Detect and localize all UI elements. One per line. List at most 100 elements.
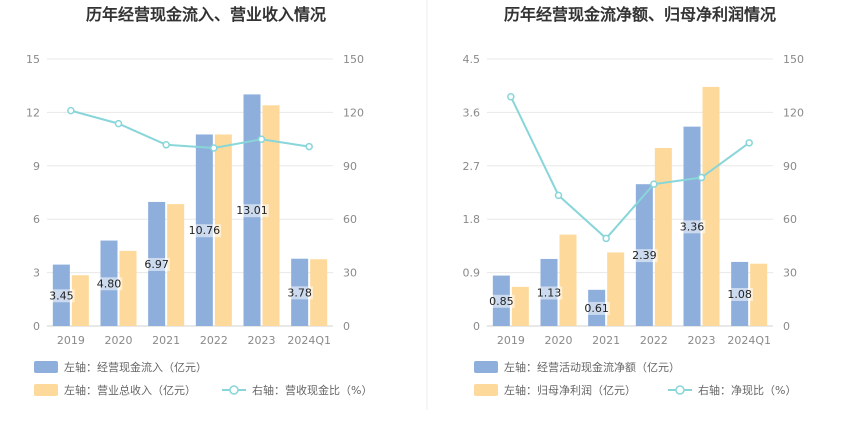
line-point bbox=[745, 139, 753, 147]
bar-data-label: 0.61 bbox=[584, 302, 609, 315]
left-axis-tick-label: 4.5 bbox=[463, 53, 481, 66]
right-axis-tick-label: 90 bbox=[343, 160, 357, 173]
line-point bbox=[257, 135, 266, 144]
right-axis-tick-label: 120 bbox=[343, 106, 364, 119]
legend-label-series-1: 左轴：经营活动现金流净额（亿元） bbox=[504, 360, 680, 374]
legend-label-series-3: 右轴：营收现金比（%） bbox=[252, 383, 372, 397]
x-axis-tick-label: 2021 bbox=[152, 334, 180, 347]
line-point bbox=[507, 92, 515, 101]
line-series-3 bbox=[509, 96, 750, 240]
legend-marker-series-3 bbox=[229, 385, 239, 395]
line-point bbox=[697, 173, 706, 182]
right-axis-tick-label: 60 bbox=[343, 213, 357, 226]
line-point bbox=[114, 119, 123, 128]
bar-series-2 bbox=[559, 234, 577, 326]
bar-data-label: 6.97 bbox=[144, 258, 169, 271]
bar-data-label-bg bbox=[488, 294, 515, 308]
left-axis-tick-label: 3.6 bbox=[463, 106, 481, 119]
left-axis-tick-label: 0 bbox=[473, 320, 480, 333]
left-axis-tick-label: 2.7 bbox=[463, 160, 481, 173]
bar-data-label-bg bbox=[726, 287, 753, 301]
bar-series-2 bbox=[214, 134, 232, 326]
right-axis-tick-label: 0 bbox=[783, 320, 790, 333]
left-axis-tick-label: 0.9 bbox=[463, 267, 481, 280]
left-axis-tick-label: 1.8 bbox=[463, 213, 481, 226]
legend-swatch-series-2 bbox=[34, 384, 58, 396]
legend-swatch-series-1 bbox=[34, 361, 58, 373]
x-axis-tick-label: 2020 bbox=[105, 334, 133, 347]
bar-data-label: 1.08 bbox=[727, 288, 752, 301]
line-point bbox=[210, 144, 218, 152]
bar-data-label-bg bbox=[95, 277, 123, 291]
legend-marker-series-3 bbox=[675, 385, 685, 395]
x-axis-tick-label: 2020 bbox=[545, 334, 573, 347]
bar-data-label-bg bbox=[235, 204, 269, 218]
left-axis-tick-label: 6 bbox=[33, 213, 40, 226]
line-series-3 bbox=[70, 109, 310, 150]
line-point bbox=[554, 191, 563, 200]
bar-data-label: 4.80 bbox=[97, 277, 122, 290]
left-axis-tick-label: 0 bbox=[33, 320, 40, 333]
bar-series-2 bbox=[654, 148, 672, 326]
bar-data-label: 3.36 bbox=[680, 220, 705, 233]
right-axis-tick-label: 150 bbox=[783, 53, 804, 66]
chart-left-panel: 历年经营现金流入、营业收入情况 036912150306090120150201… bbox=[26, 5, 372, 397]
chart-title: 历年经营现金流入、营业收入情况 bbox=[86, 5, 326, 24]
right-axis-tick-label: 120 bbox=[783, 106, 804, 119]
x-axis-tick-label: 2021 bbox=[592, 334, 620, 347]
left-axis-tick-label: 3 bbox=[33, 267, 40, 280]
bar-data-label-bg bbox=[583, 301, 610, 315]
line-point bbox=[602, 234, 610, 243]
x-axis-tick-label: 2022 bbox=[200, 334, 228, 347]
bar-data-label: 0.85 bbox=[489, 295, 514, 308]
right-axis-tick-label: 60 bbox=[783, 213, 797, 226]
bar-series-2 bbox=[511, 286, 529, 326]
legend-label-series-2: 左轴：归母净利润（亿元） bbox=[504, 383, 636, 397]
legend-swatch-series-1 bbox=[474, 361, 498, 373]
bar-data-label-bg bbox=[48, 289, 75, 303]
x-axis-tick-label: 2023 bbox=[248, 334, 276, 347]
bar-data-label: 3.45 bbox=[49, 289, 74, 302]
legend-label-series-2: 左轴：营业总收入（亿元） bbox=[64, 383, 196, 397]
legend-label-series-1: 左轴：经营现金流入（亿元） bbox=[64, 360, 207, 374]
bar-data-label-bg bbox=[631, 249, 658, 263]
line-point bbox=[162, 141, 170, 149]
bar-data-label: 3.78 bbox=[287, 286, 312, 299]
bar-data-label: 10.76 bbox=[189, 224, 221, 237]
bar-data-label-bg bbox=[535, 286, 563, 300]
bar-series-2 bbox=[262, 105, 280, 326]
legend-swatch-series-2 bbox=[474, 384, 498, 396]
line-point bbox=[305, 142, 313, 151]
bar-series-2 bbox=[167, 204, 185, 326]
x-axis-tick-label: 2023 bbox=[688, 334, 716, 347]
right-axis-tick-label: 30 bbox=[343, 267, 357, 280]
bar-series-2 bbox=[310, 259, 328, 326]
right-axis-tick-label: 90 bbox=[783, 160, 797, 173]
bar-data-label-bg bbox=[143, 257, 170, 271]
x-axis-tick-label: 2024Q1 bbox=[287, 334, 331, 347]
right-axis-tick-label: 150 bbox=[343, 53, 364, 66]
x-axis-tick-label: 2022 bbox=[640, 334, 668, 347]
x-axis-tick-label: 2024Q1 bbox=[727, 334, 771, 347]
bar-series-2 bbox=[607, 252, 625, 326]
chart-title: 历年经营现金流净额、归母净利润情况 bbox=[504, 5, 776, 24]
bar-data-label-bg bbox=[187, 224, 222, 238]
line-point bbox=[650, 180, 658, 188]
bar-data-label-bg bbox=[678, 220, 706, 234]
chart-right-panel: 历年经营现金流净额、归母净利润情况 0 0.9 1.8 2.7 3.6 4.5 0 30 60 9… bbox=[463, 5, 805, 397]
bar-series-2 bbox=[750, 263, 768, 326]
bar-data-label-bg bbox=[286, 286, 313, 300]
bar-series-2 bbox=[702, 86, 720, 327]
right-axis-tick-label: 30 bbox=[783, 267, 797, 280]
x-axis-tick-label: 2019 bbox=[57, 334, 85, 347]
line-point bbox=[67, 106, 75, 115]
left-axis-tick-label: 15 bbox=[26, 53, 40, 66]
bar-series-2 bbox=[119, 250, 137, 326]
bar-data-label: 13.01 bbox=[236, 204, 268, 217]
right-axis-tick-label: 0 bbox=[343, 320, 350, 333]
bar-series-2 bbox=[71, 275, 89, 326]
bar-data-label: 1.13 bbox=[537, 286, 562, 299]
left-axis-tick-label: 9 bbox=[33, 160, 40, 173]
left-axis-tick-label: 12 bbox=[26, 106, 40, 119]
